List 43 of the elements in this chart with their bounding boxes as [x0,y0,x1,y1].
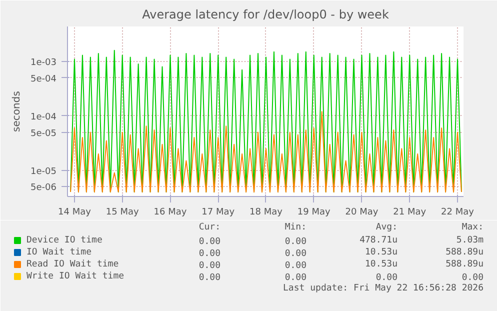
text: Avg: [376,222,398,232]
y-tick-label: 5e-06 [30,183,57,194]
y-tick-label: 1e-03 [30,58,57,68]
text: 0.00 [198,237,221,247]
x-tick-label: 16 May [154,208,188,218]
x-tick-label: 18 May [250,208,284,218]
y-tick-label: 5e-04 [30,74,57,84]
text: 0.00 [198,273,221,283]
text: 588.89u [446,248,484,258]
legend-label: Device IO time [26,236,102,246]
chart-title: Average latency for /dev/loop0 - by week [142,8,389,22]
legend-label: IO Wait time [26,248,92,258]
x-tick-label: 22 May [441,208,475,218]
y-tick-label: 5e-05 [30,128,57,139]
legend-label: Read IO Wait time [26,260,119,270]
text: 0.00 [284,237,307,247]
text: 0.00 [284,261,307,271]
text: 10.53u [364,260,398,270]
text: Cur: [198,222,221,232]
text: 0.00 [284,249,307,259]
x-tick-label: 21 May [393,208,427,218]
text: 588.89u [446,260,484,270]
text: Last update: Fri May 22 16:56:28 2026 [283,284,484,294]
text: 0.00 [462,273,484,283]
y-tick-label: 1e-05 [30,166,57,177]
text: 0.00 [284,273,307,283]
y-axis-title: seconds [12,91,23,132]
x-tick-label: 15 May [106,208,140,218]
text: 10.53u [364,248,398,258]
text: 5.03m [456,236,484,246]
text: 478.71u [360,236,398,246]
text: 0.00 [198,249,221,259]
text: Max: [462,222,484,232]
text: 0.00 [376,273,398,283]
x-tick-label: 17 May [202,208,236,218]
text: Min: [284,222,307,232]
legend-label: Write IO Wait time [26,272,124,282]
x-tick-label: 14 May [58,208,92,218]
x-tick-label: 20 May [345,208,379,218]
y-tick-label: 1e-04 [30,112,57,122]
text: 0.00 [198,261,221,271]
line-series [70,111,462,192]
x-tick-label: 19 May [297,208,332,218]
